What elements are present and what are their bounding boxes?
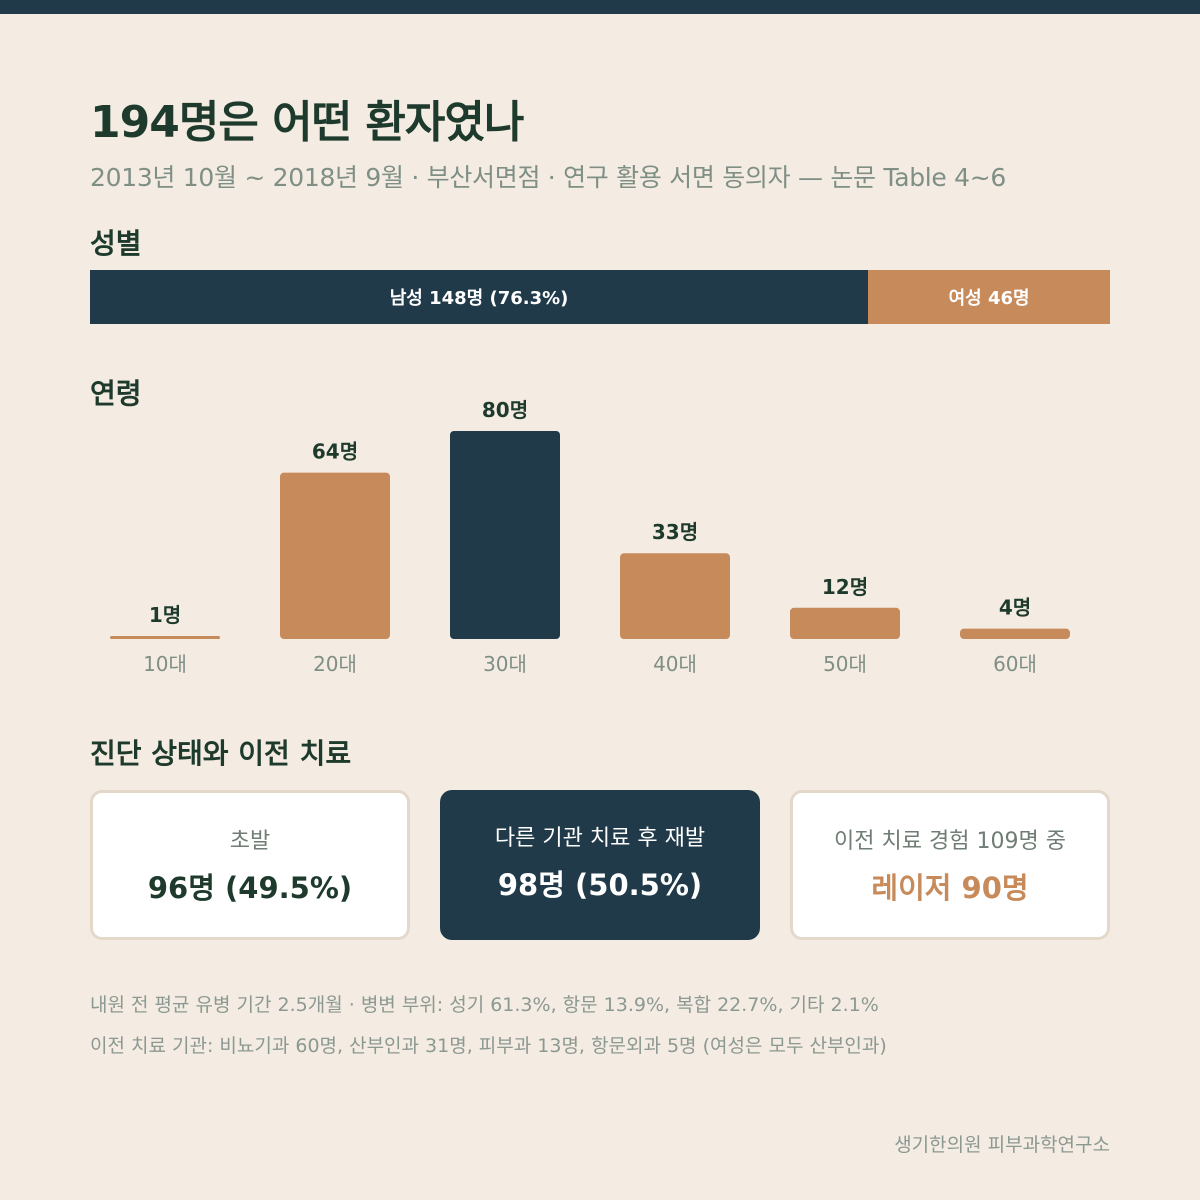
gender-bar-female: 여성 46명 <box>868 270 1110 324</box>
age-bar-30대 <box>450 431 560 639</box>
age-bar-value-label: 80명 <box>482 398 528 422</box>
card-first-onset: 초발 96명 (49.5%) <box>90 790 410 940</box>
age-category-label: 30대 <box>483 652 527 676</box>
diagnosis-cards: 초발 96명 (49.5%) 다른 기관 치료 후 재발 98명 (50.5%)… <box>90 790 1110 940</box>
age-bar-20대 <box>280 472 390 639</box>
age-bar-60대 <box>960 628 1070 639</box>
age-category-label: 50대 <box>823 652 867 676</box>
page-title: 194명은 어떤 환자였나 <box>90 97 524 148</box>
card-recurrence-value: 98명 (50.5%) <box>497 868 703 902</box>
age-category-label: 10대 <box>143 652 187 676</box>
card-first-onset-label: 초발 <box>229 829 271 854</box>
age-bar-40대 <box>620 553 730 639</box>
age-bar-value-label: 12명 <box>822 575 868 599</box>
age-bar-chart: 1명 10대 64명 20대 80명 30대 33명 40대 12명 50대 4명 60대 <box>110 398 1070 676</box>
gender-stacked-bar: 남성 148명 (76.3%) 여성 46명 <box>90 270 1110 324</box>
age-bar-50대 <box>790 607 900 639</box>
card-prior-treatment-value: 레이저 90명 <box>871 871 1029 905</box>
section-title-diagnosis: 진단 상태와 이전 치료 <box>90 737 352 770</box>
age-bar-value-label: 64명 <box>312 440 358 464</box>
age-bar-10대 <box>110 636 220 639</box>
top-accent-bar <box>0 0 1200 14</box>
age-bar-value-label: 33명 <box>652 520 698 544</box>
page-subtitle: 2013년 10월 ~ 2018년 9월 · 부산서면점 · 연구 활용 서면 … <box>90 163 1007 192</box>
age-category-label: 40대 <box>653 652 697 676</box>
age-category-label: 20대 <box>313 652 357 676</box>
card-recurrence-label: 다른 기관 치료 후 재발 <box>494 826 706 851</box>
card-recurrence: 다른 기관 치료 후 재발 98명 (50.5%) <box>440 790 760 940</box>
age-bar-value-label: 4명 <box>999 596 1031 620</box>
card-first-onset-value: 96명 (49.5%) <box>147 871 353 905</box>
note-duration-site: 내원 전 평균 유병 기간 2.5개월 · 병변 부위: 성기 61.3%, 항… <box>90 994 879 1016</box>
card-prior-treatment-label: 이전 치료 경험 109명 중 <box>834 829 1066 854</box>
card-prior-treatment: 이전 치료 경험 109명 중 레이저 90명 <box>790 790 1110 940</box>
section-title-gender: 성별 <box>90 227 142 260</box>
section-title-age: 연령 <box>90 377 142 410</box>
age-bar-value-label: 1명 <box>149 603 181 627</box>
gender-bar-male: 남성 148명 (76.3%) <box>90 270 869 324</box>
age-category-label: 60대 <box>993 652 1037 676</box>
note-prior-institutions: 이전 치료 기관: 비뇨기과 60명, 산부인과 31명, 피부과 13명, 항… <box>90 1035 887 1057</box>
footer-credit: 생기한의원 피부과학연구소 <box>894 1134 1110 1156</box>
